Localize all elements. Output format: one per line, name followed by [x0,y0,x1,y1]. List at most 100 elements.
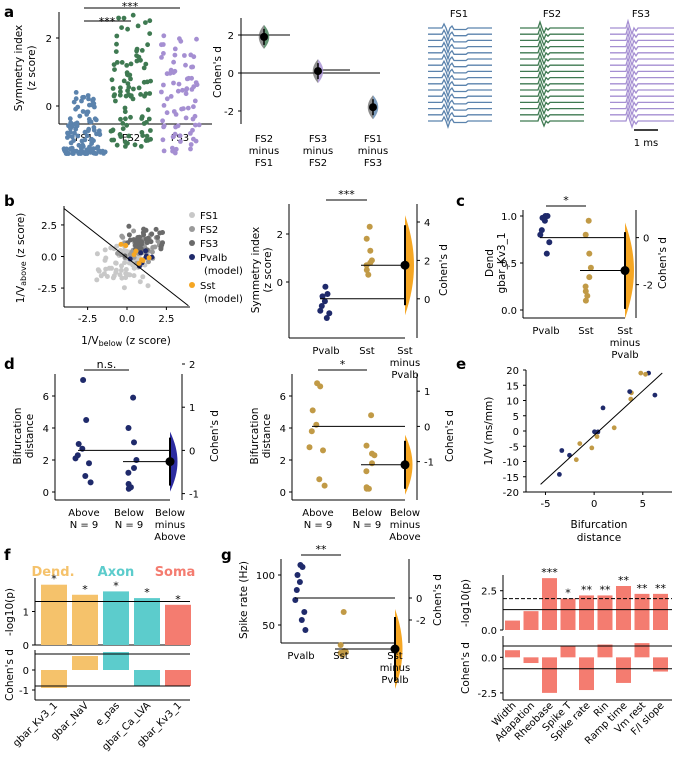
swarm-point [121,78,127,84]
swarm-point [68,147,74,152]
swarm-point [128,76,133,82]
swarm-point [159,89,164,95]
y-tick-label: 2 [43,456,49,467]
trace-line [428,47,492,61]
y2-tick-label: 4 [424,218,430,229]
scatter-point [143,248,149,254]
swarm-point [147,91,153,96]
scatter-point [136,260,142,266]
y2-tick-label: -2 [643,281,653,292]
data-point [544,213,551,219]
scatter-point [102,247,108,253]
swarm-point [114,60,120,65]
swarm-point [148,78,154,84]
x-tick-label: Below [352,508,382,519]
data-point [306,444,313,451]
feature-bar-plot: 0.02.5-2.50.0-log10(p)Cohen's dWidthAdap… [460,566,672,747]
swarm-point [145,107,151,113]
swarm-point [170,145,175,151]
trace-line [428,28,492,43]
y2-tick-label: 0 [643,234,649,245]
panel-letter-a: a [4,3,14,21]
effect-point [314,67,322,76]
trace-line [520,69,584,85]
swarm-point [148,128,153,133]
x-tick-label: 0.0 [119,314,135,325]
scatter-point [127,237,133,243]
swarm-point [74,123,80,129]
trace-line [610,68,674,86]
x-tick-label: e_pas [94,700,122,728]
x-tick-label: Above [68,508,99,519]
bar-star: *** [541,566,558,579]
data-point [72,455,79,462]
trace-line [428,72,492,86]
swarm-point [161,103,167,108]
swarm-point [91,127,97,133]
y-tick-label: 0 [277,278,283,289]
scatter-point [94,251,100,257]
bar-star: ** [655,582,667,595]
bar [523,611,539,630]
y-axis-label: (z score) [262,247,274,292]
bifurcation-plot-left: 0 2 4 6 -1 0 1 2 Bifurcation distance Cohen's d n.s… [12,358,221,543]
data-point [82,473,89,479]
significance-label: n.s. [97,358,117,371]
x-tick-label: minus [390,358,420,369]
data-point [582,297,589,304]
swarm-point [171,59,177,65]
data-point [543,250,550,257]
swarm-point [177,36,182,42]
y-ticks: -2 0 2 [224,31,241,118]
swarm-point [148,136,154,142]
swarm-point [190,127,195,133]
panel-letter-d: d [4,355,15,373]
trace-line [428,78,492,92]
y-tick-label: -2.5 [37,284,57,295]
scatter-point [159,242,165,248]
legend-label: Pvalb [200,253,227,264]
swarm-point [121,15,127,21]
swarm-point [159,55,164,60]
x-tick-label: minus [610,338,640,349]
bar-star: * [175,593,181,606]
swarm-point [173,112,179,117]
y2-tick-label: -1 [189,490,199,501]
scatter-point [118,241,124,247]
swarm-point [77,113,83,119]
legend-marker [189,212,195,218]
scatter-point [122,260,128,266]
y-tick-label: 0 [513,427,519,438]
swarm-point [128,61,134,67]
swarm-point [67,116,73,122]
swarm-point [122,139,128,145]
swarm-point [178,139,183,144]
swarm-point [146,116,152,122]
swarm-point [78,149,83,155]
swarm-point [188,142,194,147]
significance-label: * [340,358,346,371]
bar [165,604,191,645]
spike-rate-plot: 50 100 -2 0 Spike rate (Hz) Cohen's d ** Pvalb S… [238,543,444,689]
swarm-point [85,93,91,98]
scatter-point [158,246,164,252]
swarm-point [92,151,98,156]
y-tick-label: 0.0 [481,653,497,664]
x-tick-label: FS3 [171,133,189,144]
swarm-point [68,120,74,126]
y-tick-label: -10 [503,458,519,469]
y-axis-label: Spike rate (Hz) [238,561,250,639]
group-label-axon: Axon [98,565,135,580]
effect-bar [165,670,191,686]
y-tick-label: -5 [509,442,519,453]
y-axis-label: Bifurcation [249,408,261,465]
y-tick-label: 15 [506,381,519,392]
swarm-point [172,131,178,137]
bar [41,584,67,645]
swarm-point [140,133,146,139]
effect-bar [542,657,557,693]
swarm-point [126,133,132,139]
trace-line [610,31,674,49]
scatter-point [594,434,600,439]
